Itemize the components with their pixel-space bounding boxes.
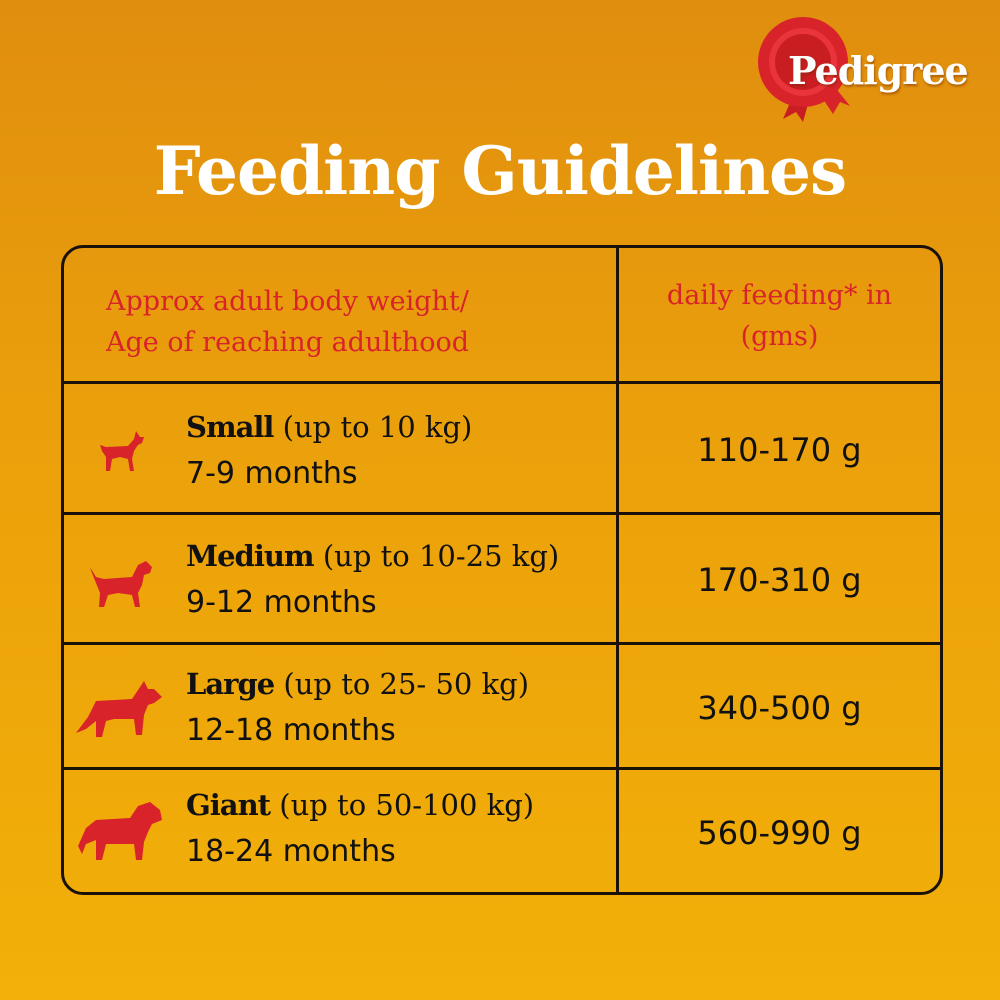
table-row: Giant (up to 50-100 kg) 18-24 months 560-… bbox=[64, 767, 940, 892]
row-label: Medium (up to 10-25 kg) 9-12 months bbox=[186, 539, 560, 620]
table-row: Large (up to 25- 50 kg) 12-18 months 340-… bbox=[64, 642, 940, 770]
large-dog-icon bbox=[76, 681, 162, 737]
row-label: Giant (up to 50-100 kg) 18-24 months bbox=[186, 788, 535, 869]
daily-amount: 560-990 g bbox=[697, 813, 862, 852]
header-weight-age: Approx adult body weight/ Age of reachin… bbox=[64, 248, 619, 384]
header-daily-feeding: daily feeding* in (gms) bbox=[619, 248, 940, 384]
header-line: (gms) bbox=[740, 321, 819, 352]
small-dog-icon bbox=[96, 431, 144, 471]
daily-amount: 110-170 g bbox=[697, 430, 862, 469]
pedigree-logo: Pedigree bbox=[758, 14, 983, 124]
header-line: Age of reaching adulthood bbox=[106, 327, 469, 358]
row-label: Large (up to 25- 50 kg) 12-18 months bbox=[186, 667, 530, 748]
table-header-row: Approx adult body weight/ Age of reachin… bbox=[64, 248, 940, 384]
table-row: Small (up to 10 kg) 7-9 months 110-170 g bbox=[64, 381, 940, 515]
page-title: Feeding Guidelines bbox=[153, 132, 847, 210]
giant-dog-icon bbox=[78, 802, 162, 860]
table-row: Medium (up to 10-25 kg) 9-12 months 170-3… bbox=[64, 512, 940, 645]
header-line: daily feeding* in bbox=[666, 280, 893, 311]
medium-dog-icon bbox=[90, 561, 152, 607]
daily-amount: 170-310 g bbox=[697, 561, 862, 599]
feeding-table: Approx adult body weight/ Age of reachin… bbox=[61, 245, 943, 895]
row-label: Small (up to 10 kg) 7-9 months bbox=[186, 410, 473, 491]
rosette-icon bbox=[758, 17, 850, 122]
daily-amount: 340-500 g bbox=[697, 688, 862, 727]
header-line: Approx adult body weight/ bbox=[106, 286, 469, 317]
